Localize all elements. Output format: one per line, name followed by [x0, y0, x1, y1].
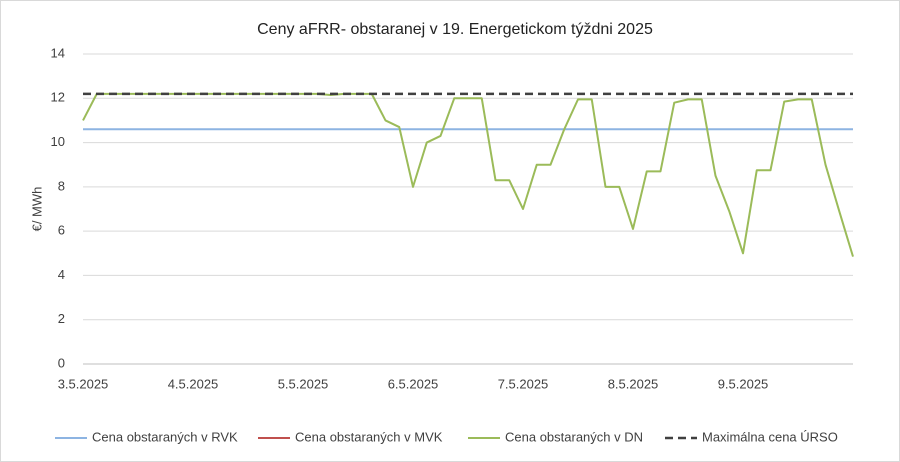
chart-title: Ceny aFRR- obstaranej v 19. Energetickom… — [257, 21, 653, 38]
y-tick-label: 8 — [58, 178, 65, 193]
legend-label: Maximálna cena ÚRSO — [702, 429, 838, 444]
y-tick-label: 10 — [51, 134, 65, 149]
y-tick-label: 0 — [58, 355, 65, 370]
y-axis-label: €/ MWh — [29, 187, 44, 232]
x-tick-label: 5.5.2025 — [278, 376, 329, 391]
y-tick-label: 14 — [51, 45, 65, 60]
y-tick-label: 2 — [58, 311, 65, 326]
y-tick-label: 12 — [51, 90, 65, 105]
y-tick-label: 4 — [58, 267, 65, 282]
legend-label: Cena obstaraných v MVK — [295, 429, 443, 444]
x-tick-label: 4.5.2025 — [168, 376, 219, 391]
x-tick-label: 6.5.2025 — [388, 376, 439, 391]
y-tick-label: 6 — [58, 223, 65, 238]
x-tick-label: 8.5.2025 — [608, 376, 659, 391]
x-tick-label: 3.5.2025 — [58, 376, 109, 391]
series-line — [82, 92, 854, 257]
legend-label: Cena obstaraných v DN — [505, 429, 643, 444]
x-tick-label: 9.5.2025 — [718, 376, 769, 391]
legend-label: Cena obstaraných v RVK — [92, 429, 238, 444]
x-tick-label: 7.5.2025 — [498, 376, 549, 391]
